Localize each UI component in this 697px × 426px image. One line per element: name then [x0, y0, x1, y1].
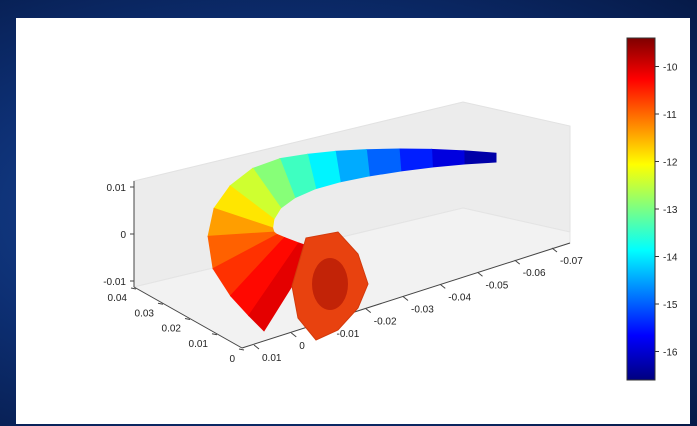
horn-surface-segment [431, 148, 465, 168]
x-tick-mark [477, 271, 483, 277]
horn-surface-segment [463, 150, 497, 165]
figure-panel: 0.01 0 -0.01 0.04 0.03 0.02 0.01 0 0.01 0 -0.01 -… [16, 18, 690, 424]
y-axis-line [133, 286, 243, 349]
x-tick-label: -0.07 [560, 256, 583, 267]
y-tick-label: 0.03 [135, 308, 155, 319]
x-tick-label: -0.04 [448, 292, 471, 303]
x-tick-mark [290, 332, 297, 338]
colorbar-tick-label: -12 [663, 158, 678, 169]
colorbar-tick-label: -15 [663, 300, 678, 311]
colorbar-ticks: -10 -11 -12 -13 -14 -15 -16 [655, 63, 678, 359]
x-tick-label: -0.02 [374, 317, 397, 328]
y-tick-label: 0.01 [189, 339, 209, 350]
surface-plot: 0.01 0 -0.01 0.04 0.03 0.02 0.01 0 0.01 0 -0.01 -… [103, 37, 678, 381]
colorbar-tick-label: -14 [663, 253, 678, 264]
x-tick-label: -0.05 [486, 280, 509, 291]
x-tick-label: 0.01 [262, 353, 282, 364]
y-axis-ticks: 0.04 0.03 0.02 0.01 0 [108, 287, 245, 365]
colorbar-tick-label: -13 [663, 205, 678, 216]
colorbar-tick-label: -10 [663, 63, 678, 74]
horn-surface [207, 148, 497, 341]
x-tick-mark [439, 283, 446, 289]
x-tick-label: -0.06 [523, 268, 546, 279]
z-tick-label: 0.01 [107, 183, 127, 194]
y-tick-mark [238, 348, 245, 351]
colorbar-tick-label: -16 [663, 348, 678, 359]
y-tick-mark [211, 333, 218, 336]
colorbar [626, 37, 656, 381]
y-tick-label: 0.04 [108, 293, 128, 304]
y-tick-mark [157, 302, 164, 305]
x-tick-mark [514, 259, 521, 265]
x-tick-mark [551, 247, 558, 253]
z-tick-label: 0 [120, 230, 126, 241]
x-tick-label: -0.01 [337, 329, 360, 340]
x-tick-label: -0.03 [411, 305, 434, 316]
x-tick-mark [253, 344, 260, 350]
x-axis-ticks: 0.01 0 -0.01 -0.02 -0.03 -0.04 -0.05 -0.06 -0.07 [253, 247, 583, 364]
horn-surface-segment [365, 148, 402, 177]
horn-surface-segment [334, 149, 370, 183]
horn-shadow [312, 258, 348, 310]
y-tick-mark [130, 287, 137, 290]
colorbar-tick-label: -11 [663, 110, 677, 121]
z-axis-ticks: 0.01 0 -0.01 [103, 183, 134, 288]
x-tick-label: 0 [299, 341, 305, 352]
y-tick-label: 0.02 [162, 324, 182, 335]
x-tick-mark [402, 296, 409, 301]
x-tick-mark [365, 308, 372, 314]
horn-surface-segment [398, 148, 433, 172]
z-tick-label: -0.01 [103, 277, 126, 288]
y-tick-mark [184, 318, 191, 320]
y-tick-label: 0 [229, 354, 235, 365]
